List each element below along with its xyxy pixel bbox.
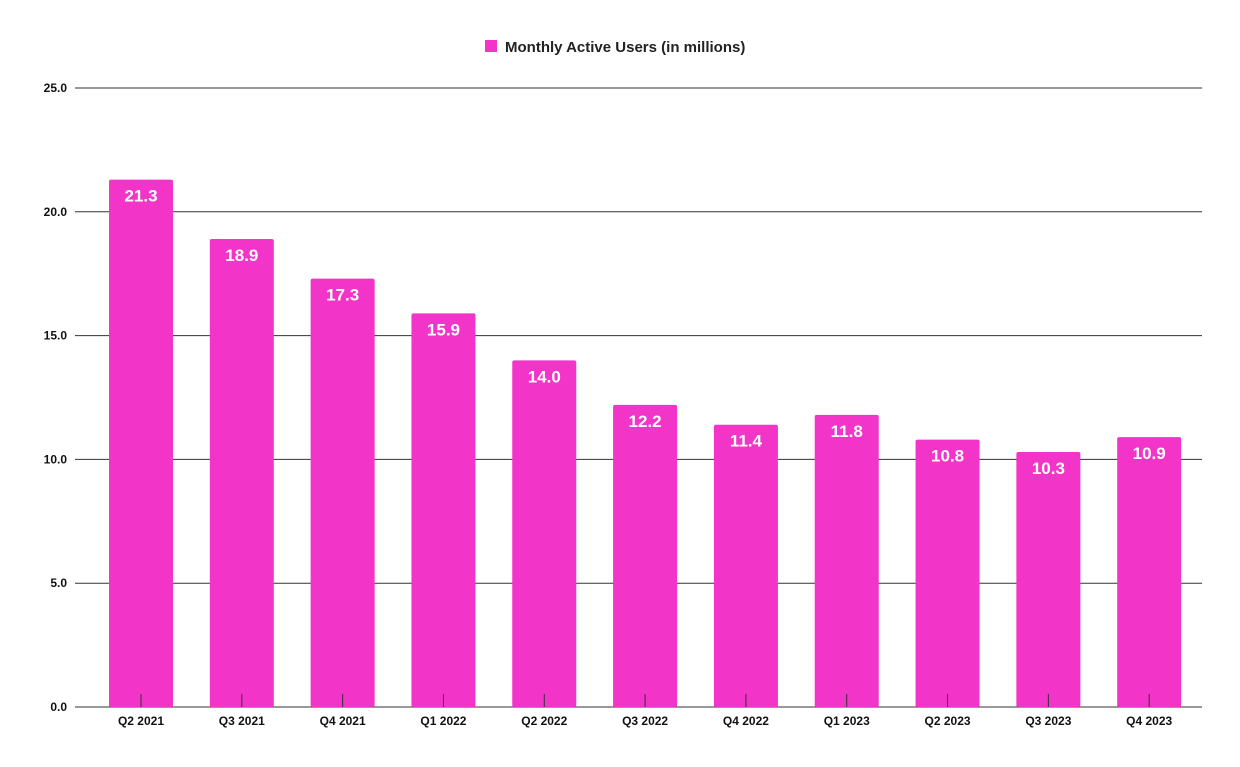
x-tick-label: Q4 2021 <box>320 714 366 728</box>
x-tick-label: Q3 2022 <box>622 714 668 728</box>
data-label: 17.3 <box>326 286 359 305</box>
bar <box>613 404 678 707</box>
bar <box>411 313 476 707</box>
legend-label: Monthly Active Users (in millions) <box>505 39 745 56</box>
bar <box>713 424 778 707</box>
x-tick-label: Q2 2022 <box>521 714 567 728</box>
y-tick-label: 10.0 <box>44 452 68 466</box>
bars: 21.3 18.9 17.3 15.9 14.0 12.2 11.4 11.8 10.8 10.3… <box>109 179 1182 707</box>
bar <box>512 360 577 707</box>
data-label: 11.4 <box>730 432 763 451</box>
x-tick-label: Q4 2022 <box>723 714 769 728</box>
y-axis: 0.0 5.0 10.0 15.0 20.0 25.0 <box>44 81 68 714</box>
bar <box>1016 451 1081 707</box>
x-tick-label: Q4 2023 <box>1126 714 1172 728</box>
bar <box>814 414 879 707</box>
x-tick-label: Q3 2023 <box>1025 714 1071 728</box>
data-label: 10.8 <box>931 447 964 466</box>
y-tick-label: 20.0 <box>44 205 68 219</box>
y-tick-label: 0.0 <box>50 700 67 714</box>
x-tick-label: Q1 2022 <box>420 714 466 728</box>
y-tick-label: 25.0 <box>44 81 68 95</box>
y-tick-label: 5.0 <box>50 576 67 590</box>
data-label: 11.8 <box>831 422 863 441</box>
data-label: 15.9 <box>427 320 460 339</box>
x-tick-label: Q1 2023 <box>824 714 870 728</box>
x-tick-label: Q2 2023 <box>925 714 971 728</box>
x-axis: Q2 2021 Q3 2021 Q4 2021 Q1 2022 Q2 2022 Q3 20… <box>118 694 1173 728</box>
data-label: 10.9 <box>1133 444 1166 463</box>
data-label: 10.3 <box>1032 459 1065 478</box>
data-label: 14.0 <box>528 367 561 386</box>
data-label: 12.2 <box>629 412 662 431</box>
legend-swatch <box>485 40 497 52</box>
data-label: 18.9 <box>225 246 258 265</box>
bar <box>915 439 980 707</box>
bar <box>109 179 173 707</box>
bar <box>310 278 375 707</box>
legend: Monthly Active Users (in millions) <box>485 39 745 56</box>
bar <box>209 239 274 707</box>
y-tick-label: 15.0 <box>44 329 68 343</box>
x-tick-label: Q2 2021 <box>118 714 164 728</box>
data-label: 21.3 <box>124 187 157 206</box>
bar <box>1117 437 1182 707</box>
x-tick-label: Q3 2021 <box>219 714 265 728</box>
